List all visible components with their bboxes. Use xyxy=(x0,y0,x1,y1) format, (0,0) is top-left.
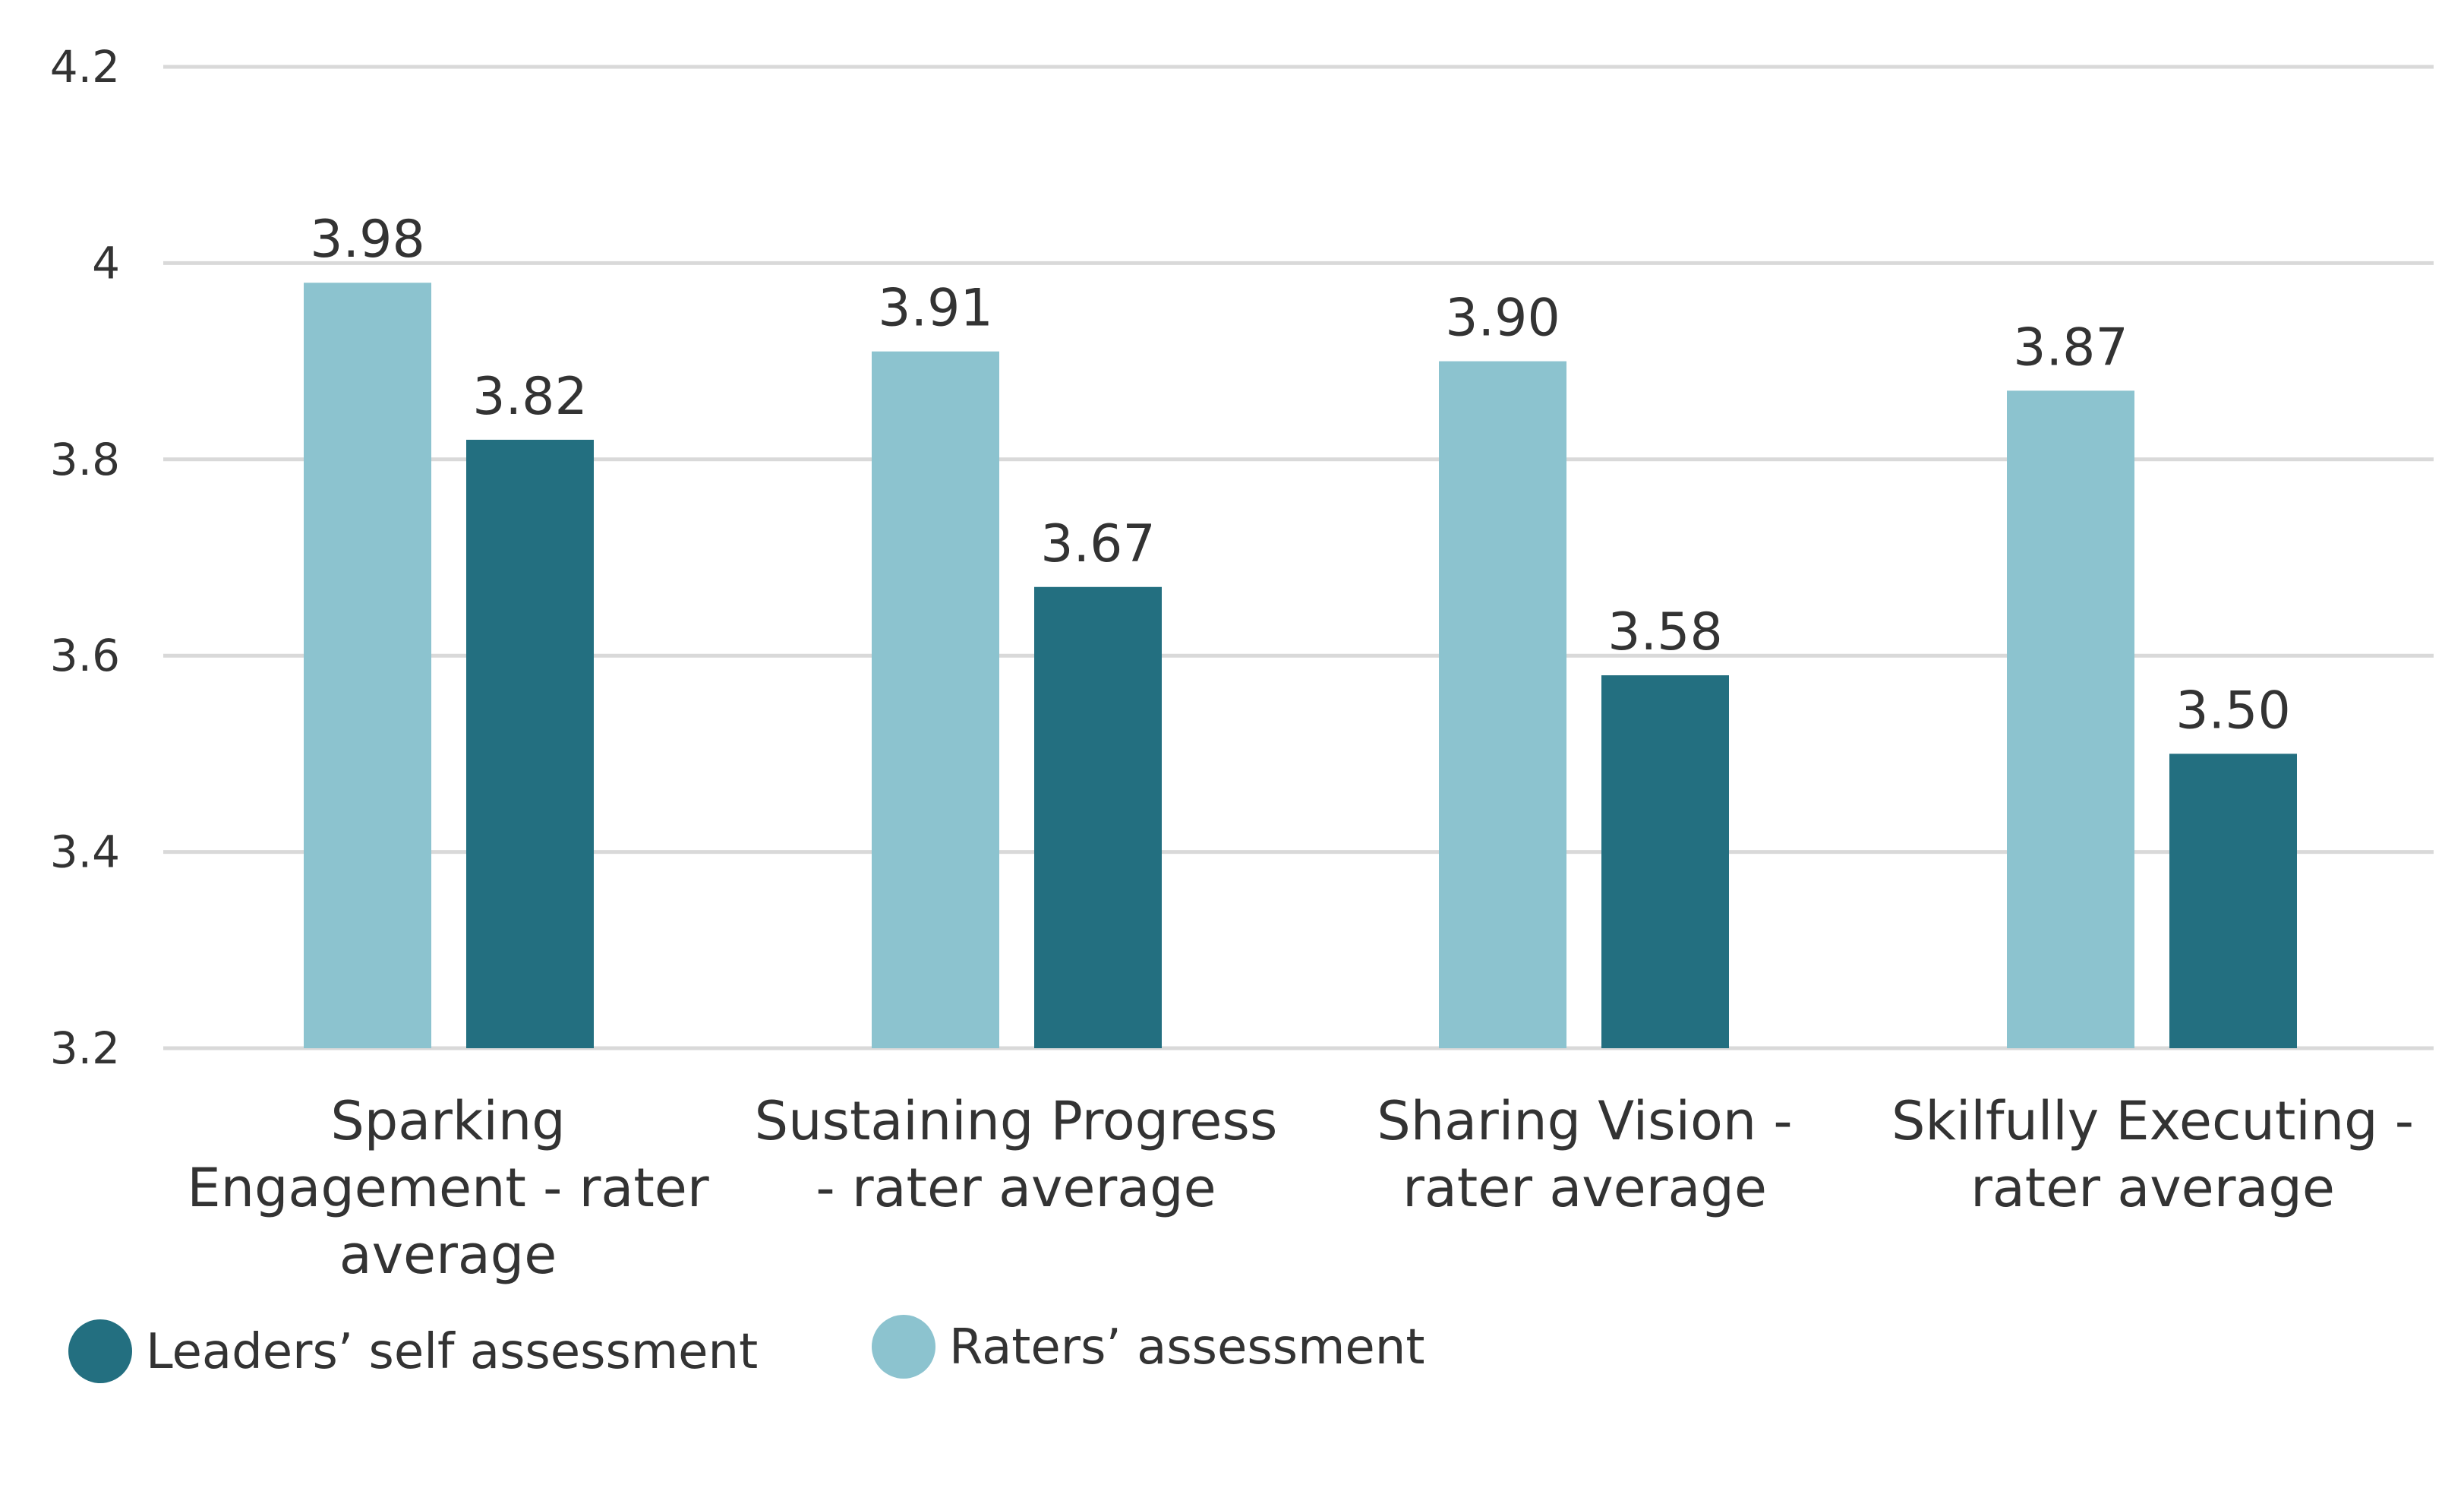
y-tick-label: 3.6 xyxy=(50,630,120,681)
legend-label: Raters’ assessment xyxy=(949,1319,1424,1376)
bars xyxy=(304,283,2297,1049)
data-label: 3.67 xyxy=(1040,514,1155,574)
data-label: 3.90 xyxy=(1445,289,1560,349)
data-label: 3.87 xyxy=(2013,318,2128,378)
bar[interactable] xyxy=(1439,361,1566,1049)
data-label: 3.58 xyxy=(1607,602,1722,662)
x-category-label: Sharing Vision -rater average xyxy=(1377,1090,1792,1219)
data-label: 3.50 xyxy=(2175,681,2290,741)
legend-item[interactable]: Raters’ assessment xyxy=(872,1315,1424,1379)
y-tick-label: 3.2 xyxy=(50,1022,120,1074)
legend-label: Leaders’ self assessment xyxy=(146,1324,758,1380)
bar[interactable] xyxy=(304,283,431,1048)
data-label: 3.98 xyxy=(310,210,424,270)
bar[interactable] xyxy=(872,351,999,1048)
y-tick-label: 3.8 xyxy=(50,434,120,485)
y-tick-label: 3.4 xyxy=(50,826,120,878)
x-category-label: Sparking Engagement - rater average xyxy=(187,1090,708,1286)
legend-item[interactable]: Leaders’ self assessment xyxy=(68,1319,758,1383)
y-axis: 3.2 3.4 3.6 3.8 4 4.2 xyxy=(50,41,120,1074)
y-tick-label: 4 xyxy=(92,237,120,289)
bar[interactable] xyxy=(466,439,594,1048)
legend[interactable]: Leaders’ self assessment Raters’ assessme… xyxy=(68,1315,1424,1383)
x-category-label: Skilfully Executing -rater average xyxy=(1891,1090,2414,1219)
bar[interactable] xyxy=(1034,586,1162,1048)
x-category-label: Sustaining Progress - rater average xyxy=(755,1090,1278,1219)
legend-swatch xyxy=(68,1319,132,1383)
y-tick-label: 4.2 xyxy=(50,41,120,93)
bar[interactable] xyxy=(1601,675,1729,1048)
bar[interactable] xyxy=(2169,753,2297,1048)
data-labels: 3.98 3.91 3.90 3.87 3.82 3.67 3.58 3.50 xyxy=(310,210,2290,741)
data-label: 3.91 xyxy=(878,279,992,339)
bar[interactable] xyxy=(2007,390,2134,1048)
data-label: 3.82 xyxy=(472,367,587,427)
legend-swatch xyxy=(872,1315,935,1379)
x-axis: Sparking Engagement - rater average Sustain… xyxy=(187,1090,2414,1286)
